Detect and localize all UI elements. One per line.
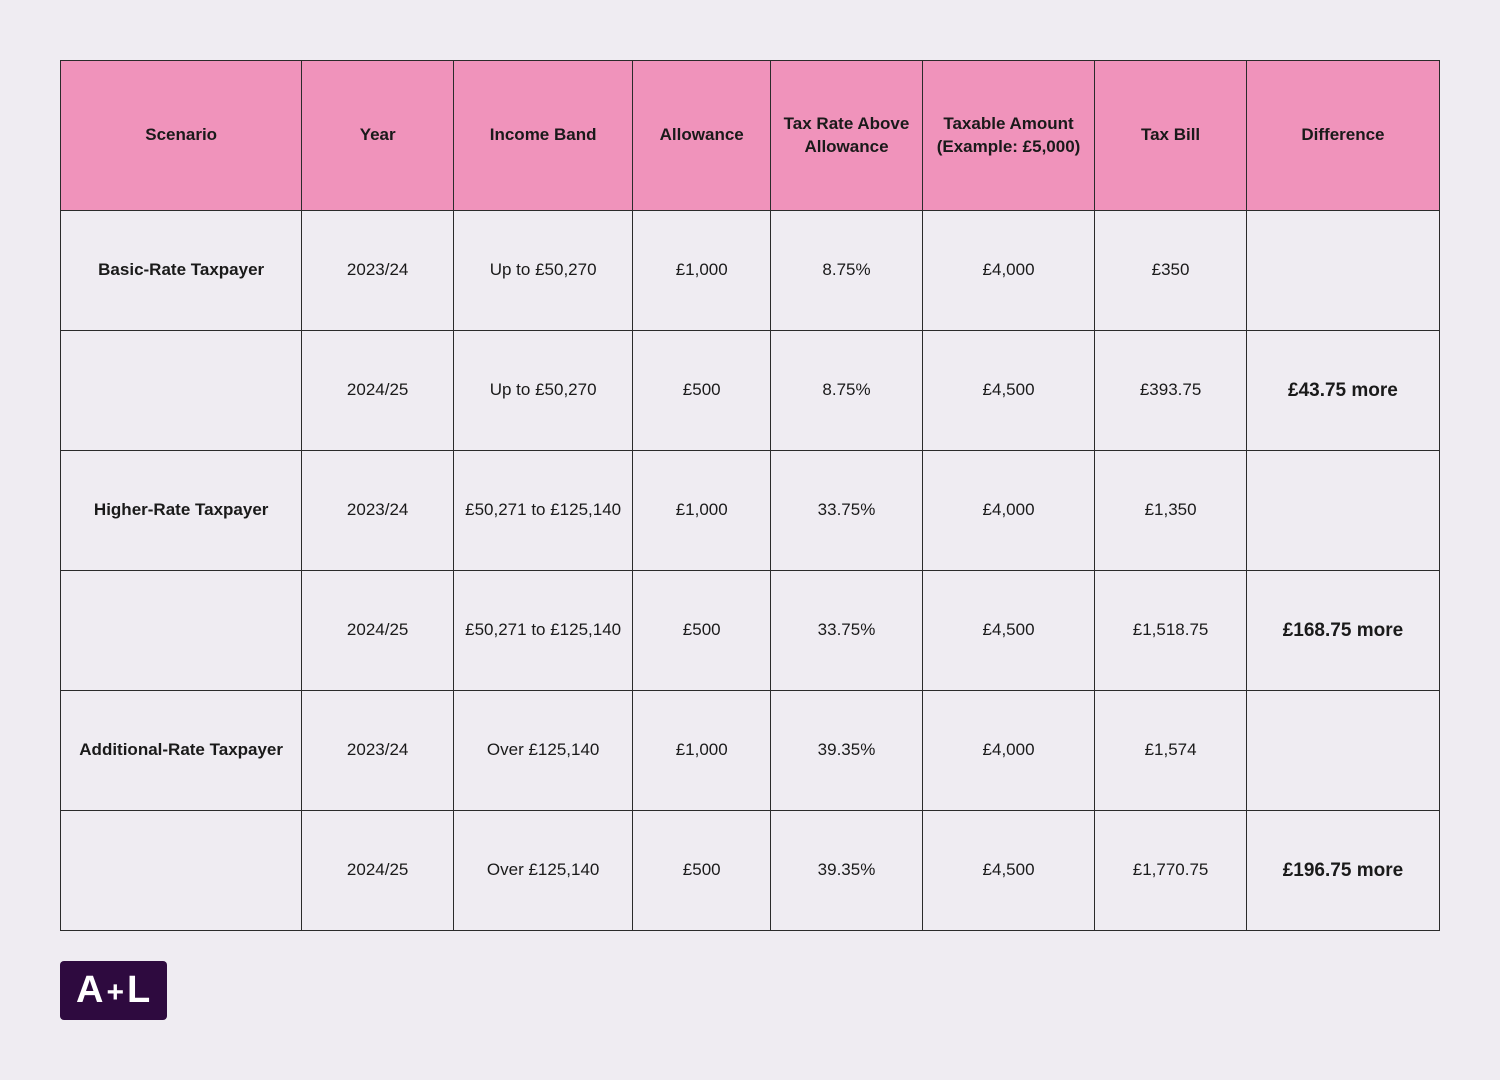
- logo-letter-a: A: [76, 969, 104, 1012]
- cell-rate: 39.35%: [771, 691, 923, 811]
- cell-diff: [1246, 451, 1439, 571]
- cell-band: Over £125,140: [454, 691, 633, 811]
- cell-bill: £1,770.75: [1095, 811, 1247, 931]
- cell-band: Over £125,140: [454, 811, 633, 931]
- cell-scenario: [61, 811, 302, 931]
- table-header-row: Scenario Year Income Band Allowance Tax …: [61, 61, 1440, 211]
- cell-diff: £196.75 more: [1246, 811, 1439, 931]
- cell-rate: 8.75%: [771, 211, 923, 331]
- table-row: 2024/25 Up to £50,270 £500 8.75% £4,500 …: [61, 331, 1440, 451]
- cell-rate: 39.35%: [771, 811, 923, 931]
- col-income: Income Band: [454, 61, 633, 211]
- cell-band: Up to £50,270: [454, 211, 633, 331]
- cell-rate: 33.75%: [771, 451, 923, 571]
- cell-rate: 33.75%: [771, 571, 923, 691]
- table-row: Basic-Rate Taxpayer 2023/24 Up to £50,27…: [61, 211, 1440, 331]
- col-taxable: Taxable Amount (Example: £5,000): [922, 61, 1094, 211]
- cell-band: £50,271 to £125,140: [454, 451, 633, 571]
- tax-comparison-table: Scenario Year Income Band Allowance Tax …: [60, 60, 1440, 931]
- plus-icon: +: [106, 976, 125, 1010]
- cell-diff: £43.75 more: [1246, 331, 1439, 451]
- table-row: Higher-Rate Taxpayer 2023/24 £50,271 to …: [61, 451, 1440, 571]
- cell-diff: £168.75 more: [1246, 571, 1439, 691]
- cell-year: 2023/24: [302, 451, 454, 571]
- cell-taxable: £4,000: [922, 211, 1094, 331]
- cell-scenario: Basic-Rate Taxpayer: [61, 211, 302, 331]
- cell-year: 2024/25: [302, 811, 454, 931]
- logo-letter-l: L: [127, 969, 151, 1012]
- cell-diff: [1246, 691, 1439, 811]
- cell-scenario: Additional-Rate Taxpayer: [61, 691, 302, 811]
- cell-allowance: £1,000: [633, 451, 771, 571]
- col-bill: Tax Bill: [1095, 61, 1247, 211]
- cell-year: 2023/24: [302, 691, 454, 811]
- cell-scenario: Higher-Rate Taxpayer: [61, 451, 302, 571]
- cell-rate: 8.75%: [771, 331, 923, 451]
- col-allowance: Allowance: [633, 61, 771, 211]
- cell-taxable: £4,000: [922, 691, 1094, 811]
- col-rate: Tax Rate Above Allowance: [771, 61, 923, 211]
- cell-allowance: £500: [633, 331, 771, 451]
- cell-bill: £1,574: [1095, 691, 1247, 811]
- col-scenario: Scenario: [61, 61, 302, 211]
- cell-bill: £1,350: [1095, 451, 1247, 571]
- col-year: Year: [302, 61, 454, 211]
- cell-year: 2023/24: [302, 211, 454, 331]
- cell-taxable: £4,500: [922, 331, 1094, 451]
- cell-bill: £350: [1095, 211, 1247, 331]
- table-row: 2024/25 £50,271 to £125,140 £500 33.75% …: [61, 571, 1440, 691]
- cell-scenario: [61, 331, 302, 451]
- cell-band: Up to £50,270: [454, 331, 633, 451]
- cell-taxable: £4,500: [922, 811, 1094, 931]
- col-difference: Difference: [1246, 61, 1439, 211]
- cell-bill: £393.75: [1095, 331, 1247, 451]
- cell-taxable: £4,000: [922, 451, 1094, 571]
- cell-allowance: £1,000: [633, 211, 771, 331]
- cell-allowance: £1,000: [633, 691, 771, 811]
- table-row: 2024/25 Over £125,140 £500 39.35% £4,500…: [61, 811, 1440, 931]
- cell-year: 2024/25: [302, 331, 454, 451]
- table-row: Additional-Rate Taxpayer 2023/24 Over £1…: [61, 691, 1440, 811]
- cell-taxable: £4,500: [922, 571, 1094, 691]
- cell-band: £50,271 to £125,140: [454, 571, 633, 691]
- cell-year: 2024/25: [302, 571, 454, 691]
- brand-logo: A+L: [60, 961, 167, 1020]
- cell-scenario: [61, 571, 302, 691]
- cell-bill: £1,518.75: [1095, 571, 1247, 691]
- cell-diff: [1246, 211, 1439, 331]
- cell-allowance: £500: [633, 571, 771, 691]
- cell-allowance: £500: [633, 811, 771, 931]
